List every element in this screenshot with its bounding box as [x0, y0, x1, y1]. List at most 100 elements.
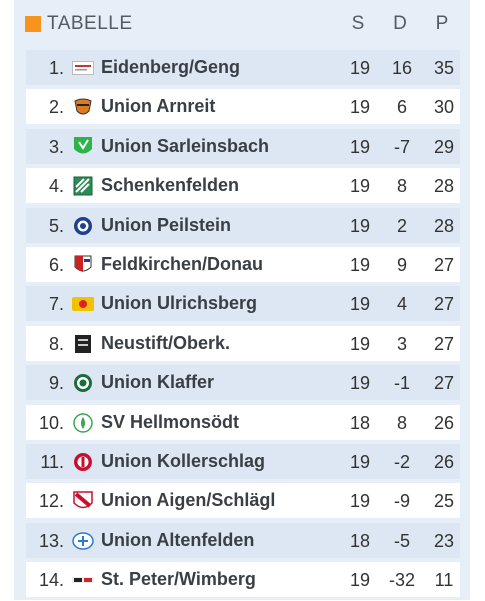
row-games: 19	[349, 570, 371, 591]
row-team[interactable]: Feldkirchen/Donau	[101, 253, 264, 274]
row-points: 29	[433, 136, 455, 157]
row-games: 19	[349, 491, 371, 512]
row-diff: -2	[393, 451, 410, 472]
altenfelden-crest-icon	[72, 531, 94, 551]
hellmonsoedt-crest-icon	[72, 412, 94, 433]
row-points: 35	[433, 58, 455, 78]
table-row[interactable]: 12. Union Aigen/Schlägl 19 -9 25	[26, 483, 460, 519]
row-rank: 6.	[48, 254, 64, 275]
table-row[interactable]: 10. SV Hellmonsödt 18 8 26	[26, 404, 460, 440]
eidenberg-crest-icon	[72, 58, 94, 78]
row-team[interactable]: Union Arnreit	[101, 96, 216, 117]
row-rank: 9.	[48, 373, 64, 394]
row-points: 23	[433, 530, 455, 551]
row-games: 19	[349, 136, 371, 157]
header-square-icon	[25, 16, 41, 32]
row-rank: 5.	[48, 215, 64, 236]
row-diff: 6	[396, 97, 407, 118]
neustift-crest-icon	[72, 334, 94, 354]
table-row[interactable]: 14. St. Peter/Wimberg 19 -32 11	[26, 562, 460, 598]
row-rank: 13.	[38, 530, 64, 551]
row-games: 19	[349, 254, 371, 275]
aigen-crest-icon	[72, 491, 94, 511]
row-games: 19	[349, 451, 371, 472]
row-diff: -32	[388, 570, 415, 591]
row-points: 26	[433, 451, 455, 472]
row-games: 18	[349, 412, 371, 433]
header-col-d: D	[393, 13, 407, 34]
row-rank: 12.	[38, 491, 64, 512]
table-row[interactable]: 6. Feldkirchen/Donau 19 9 27	[26, 246, 460, 282]
row-rank: 7.	[48, 294, 64, 315]
table-row[interactable]: 5. Union Peilstein 19 2 28	[26, 207, 460, 243]
table-row[interactable]: 7. Union Ulrichsberg 19 4 27	[26, 286, 460, 322]
klaffer-crest-icon	[72, 373, 94, 393]
table-header: TABELLE S D P	[14, 0, 470, 48]
row-points: 27	[433, 254, 455, 275]
table-row[interactable]: 9. Union Klaffer 19 -1 27	[26, 365, 460, 401]
row-diff: 8	[396, 176, 407, 197]
row-games: 19	[349, 215, 371, 236]
row-rank: 8.	[48, 333, 64, 354]
row-diff: -9	[393, 491, 410, 512]
table-row[interactable]: 8. Neustift/Oberk. 19 3 27	[26, 325, 460, 361]
table-row[interactable]: 2. Union Arnreit 19 6 30	[26, 89, 460, 125]
row-games: 19	[349, 333, 371, 354]
row-team[interactable]: Union Peilstein	[101, 214, 232, 235]
row-diff: 4	[396, 294, 407, 315]
st-peter-crest-icon	[72, 570, 94, 590]
league-table-panel: TABELLE S D P 1. Eidenberg/Geng 19 16 35…	[14, 0, 470, 600]
row-games: 19	[349, 176, 371, 197]
row-points: 27	[433, 333, 455, 354]
row-rank: 3.	[48, 136, 64, 157]
row-rank: 14.	[38, 570, 64, 591]
table-rows: 1. Eidenberg/Geng 19 16 35 2. Union Arnr…	[26, 50, 460, 601]
row-points: 11	[434, 570, 454, 591]
row-points: 25	[433, 491, 455, 512]
row-games: 18	[349, 530, 371, 551]
row-points: 28	[433, 215, 455, 236]
row-rank: 11.	[40, 451, 64, 472]
row-team[interactable]: Union Kollerschlag	[101, 450, 266, 471]
row-team[interactable]: St. Peter/Wimberg	[101, 569, 256, 590]
row-team[interactable]: Union Sarleinsbach	[101, 135, 270, 156]
table-title: TABELLE	[47, 13, 133, 34]
row-diff: -7	[393, 136, 410, 157]
row-team[interactable]: SV Hellmonsödt	[101, 411, 240, 432]
row-rank: 2.	[48, 97, 64, 118]
row-diff: -1	[393, 373, 410, 394]
row-games: 19	[349, 373, 371, 394]
row-rank: 1.	[48, 58, 64, 78]
row-diff: 2	[396, 215, 407, 236]
row-team[interactable]: Neustift/Oberk.	[101, 332, 231, 353]
table-row[interactable]: 13. Union Altenfelden 18 -5 23	[26, 522, 460, 558]
schenkenfelden-crest-icon	[72, 176, 94, 196]
row-diff: -5	[393, 530, 410, 551]
row-points: 30	[433, 97, 455, 118]
feldkirchen-crest-icon	[72, 255, 94, 275]
row-points: 27	[433, 373, 455, 394]
row-team[interactable]: Schenkenfelden	[101, 175, 240, 196]
row-points: 27	[433, 294, 455, 315]
row-diff: 9	[396, 254, 407, 275]
table-row[interactable]: 1. Eidenberg/Geng 19 16 35	[26, 50, 460, 85]
row-points: 26	[433, 412, 455, 433]
table-row[interactable]: 3. Union Sarleinsbach 19 -7 29	[26, 128, 460, 164]
row-diff: 16	[391, 58, 413, 78]
peilstein-crest-icon	[72, 216, 94, 236]
row-team[interactable]: Union Altenfelden	[101, 529, 255, 550]
row-team[interactable]: Union Klaffer	[101, 372, 215, 393]
row-diff: 8	[396, 412, 407, 433]
row-team[interactable]: Union Ulrichsberg	[101, 293, 258, 314]
sarleinsbach-crest-icon	[72, 136, 94, 157]
table-row[interactable]: 4. Schenkenfelden 19 8 28	[26, 168, 460, 204]
row-team[interactable]: Eidenberg/Geng	[101, 57, 241, 77]
header-col-p: P	[435, 13, 449, 34]
row-team[interactable]: Union Aigen/Schlägl	[101, 490, 276, 511]
row-rank: 4.	[48, 176, 64, 197]
table-row[interactable]: 11. Union Kollerschlag 19 -2 26	[26, 443, 460, 479]
kollerschlag-crest-icon	[72, 452, 94, 472]
row-points: 28	[433, 176, 455, 197]
row-games: 19	[349, 97, 371, 118]
